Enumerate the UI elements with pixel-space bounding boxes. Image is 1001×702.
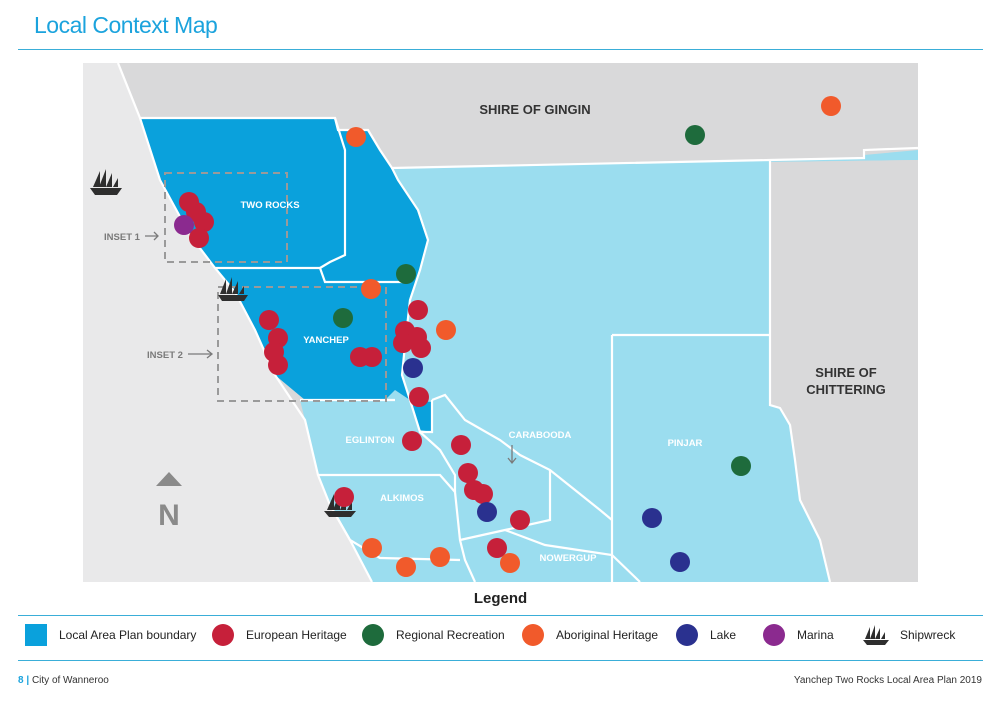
inset-2-frame bbox=[217, 286, 387, 402]
legend-label: European Heritage bbox=[246, 628, 347, 642]
lap-swatch bbox=[25, 624, 47, 646]
shire-chittering-area bbox=[770, 160, 918, 582]
label-carabooda: CARABOODA bbox=[509, 430, 572, 441]
legend-label: Marina bbox=[797, 628, 834, 642]
european-heritage-swatch bbox=[212, 624, 234, 646]
legend-title: Legend bbox=[473, 590, 528, 607]
footer-divider bbox=[18, 660, 983, 661]
label-eglinton: EGLINTON bbox=[346, 435, 395, 446]
legend-label: Lake bbox=[710, 628, 737, 642]
legend-label: Aboriginal Heritage bbox=[556, 628, 659, 642]
local-context-map[interactable]: SHIRE OF GINGIN SHIRE OF CHITTERING TWO … bbox=[83, 63, 918, 582]
marina-swatch bbox=[763, 624, 785, 646]
label-nowergup: NOWERGUP bbox=[540, 553, 598, 564]
legend-item-regional-recreation: Regional Recreation bbox=[362, 624, 505, 646]
lake-swatch bbox=[676, 624, 698, 646]
legend-label: Local Area Plan boundary bbox=[59, 628, 197, 642]
marina-markers bbox=[174, 215, 194, 235]
footer-separator: | bbox=[26, 675, 30, 686]
aboriginal-heritage-markers bbox=[346, 96, 841, 577]
page-number: 8 bbox=[18, 675, 24, 686]
footer-left: 8 | City of Wanneroo bbox=[18, 675, 109, 686]
legend: Local Area Plan boundary European Herita… bbox=[0, 620, 1001, 652]
european-heritage-markers bbox=[179, 192, 530, 558]
inset-1-frame bbox=[164, 172, 288, 263]
label-shire-of-chittering-2: CHITTERING bbox=[806, 382, 885, 397]
label-shire-of-gingin: SHIRE OF GINGIN bbox=[479, 102, 590, 117]
legend-item-lake: Lake bbox=[676, 624, 736, 646]
legend-item-lap: Local Area Plan boundary bbox=[25, 624, 196, 646]
lake-markers bbox=[403, 358, 690, 572]
label-inset-2: INSET 2 bbox=[147, 350, 183, 361]
legend-label: Regional Recreation bbox=[396, 628, 505, 642]
title-divider bbox=[18, 49, 983, 50]
legend-label: Shipwreck bbox=[900, 628, 956, 642]
page-title: Local Context Map bbox=[34, 12, 218, 38]
document-title: Yanchep Two Rocks Local Area Plan 2019 bbox=[793, 675, 982, 686]
north-arrow-icon: N bbox=[156, 472, 182, 532]
organisation-name: City of Wanneroo bbox=[31, 675, 109, 686]
shipwreck-icon bbox=[863, 625, 889, 645]
aboriginal-heritage-swatch bbox=[522, 624, 544, 646]
legend-item-european-heritage: European Heritage bbox=[212, 624, 347, 646]
label-inset-1: INSET 1 bbox=[104, 232, 141, 243]
svg-text:N: N bbox=[158, 499, 180, 532]
regional-recreation-markers bbox=[333, 125, 751, 476]
legend-item-aboriginal-heritage: Aboriginal Heritage bbox=[522, 624, 658, 646]
legend-item-shipwreck: Shipwreck bbox=[862, 624, 955, 646]
legend-top-divider bbox=[18, 615, 983, 616]
label-pinjar: PINJAR bbox=[668, 438, 703, 449]
label-alkimos: ALKIMOS bbox=[380, 493, 424, 504]
inset-arrows bbox=[145, 231, 517, 465]
legend-item-marina: Marina bbox=[763, 624, 834, 646]
regional-recreation-swatch bbox=[362, 624, 384, 646]
label-shire-of-chittering-1: SHIRE OF bbox=[815, 365, 876, 380]
shipwreck-icon bbox=[90, 169, 122, 195]
label-yanchep: YANCHEP bbox=[303, 335, 349, 346]
ocean bbox=[83, 63, 372, 582]
label-two-rocks: TWO ROCKS bbox=[240, 200, 299, 211]
shipwreck-icon bbox=[218, 277, 248, 301]
